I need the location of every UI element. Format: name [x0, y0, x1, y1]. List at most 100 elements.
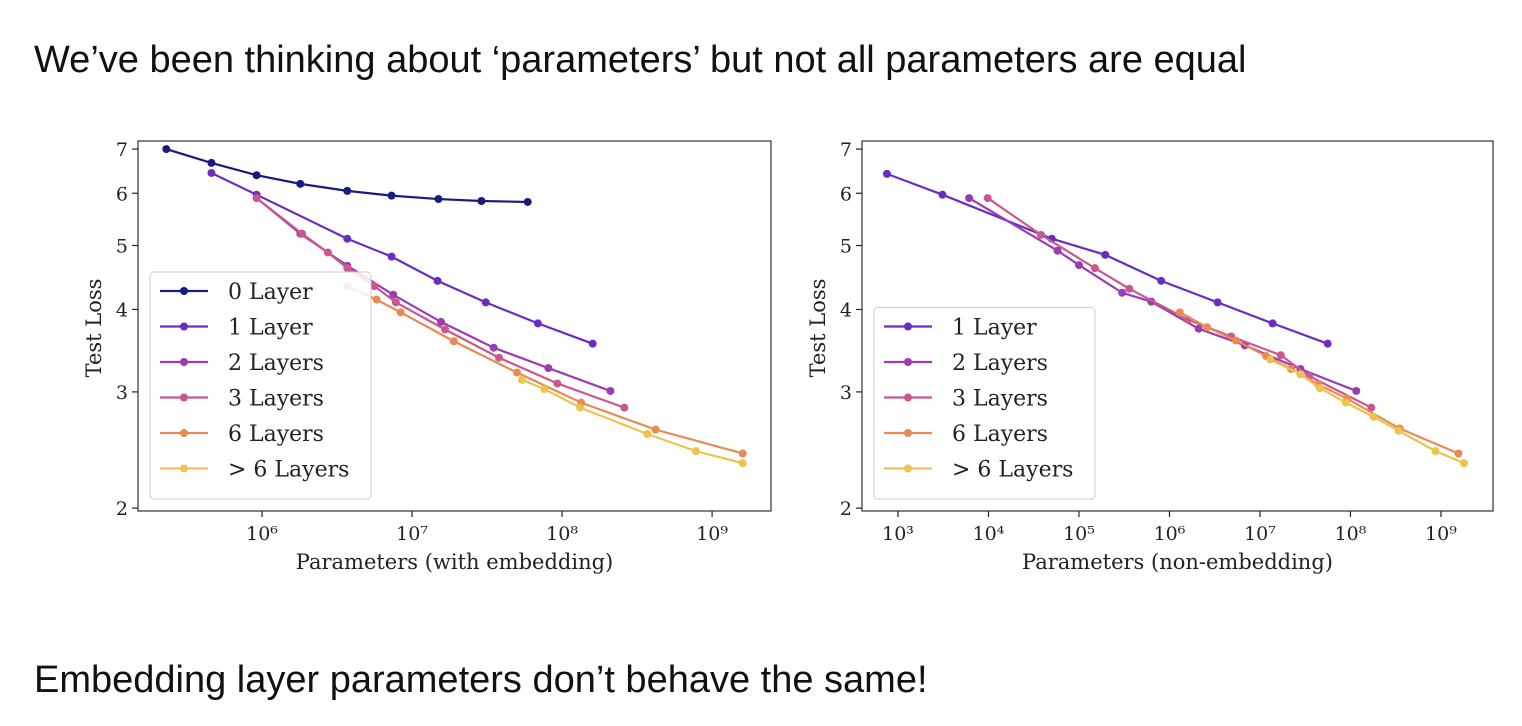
data-point — [1213, 298, 1222, 307]
legend-label: 1 Layer — [228, 316, 313, 341]
data-point — [370, 282, 379, 291]
x-tick-label: 10⁹ — [1425, 523, 1457, 545]
data-point — [523, 197, 532, 206]
data-point — [1454, 449, 1463, 458]
caption: Embedding layer parameters don’t behave … — [34, 659, 928, 701]
data-point — [1460, 459, 1469, 468]
legend-marker — [180, 429, 188, 437]
data-point — [1231, 336, 1240, 345]
data-point — [343, 234, 352, 243]
legend-marker — [180, 358, 188, 366]
plot-frame — [861, 140, 1494, 512]
data-point — [938, 190, 947, 199]
data-point — [343, 264, 352, 273]
data-point — [643, 430, 652, 439]
legend-marker — [180, 393, 188, 402]
data-point — [1036, 230, 1045, 239]
legend-marker — [180, 322, 188, 331]
data-point — [1266, 355, 1275, 364]
data-point — [372, 295, 381, 304]
y-tick-label: 6 — [116, 183, 128, 205]
data-point — [1352, 386, 1361, 395]
data-point — [512, 368, 521, 377]
x-tick-label: 10⁹ — [696, 523, 728, 545]
legend-label: 3 Layers — [228, 387, 324, 412]
data-point — [1194, 324, 1203, 333]
data-point — [1074, 261, 1083, 270]
y-tick-label: 2 — [840, 498, 852, 520]
y-tick-label: 2 — [116, 498, 128, 520]
data-point — [396, 308, 405, 317]
data-point — [606, 386, 615, 395]
series-line — [255, 197, 625, 409]
data-point — [544, 364, 553, 373]
data-point — [553, 379, 562, 388]
data-point — [477, 197, 486, 206]
x-tick-label: 10⁶ — [1154, 523, 1186, 545]
data-point — [449, 337, 458, 346]
data-point — [298, 229, 307, 238]
data-point — [738, 449, 747, 458]
x-tick-label: 10³ — [882, 523, 914, 545]
data-point — [738, 459, 747, 468]
legend-label: 6 Layers — [952, 422, 1048, 447]
data-point — [1323, 339, 1332, 348]
legend-box — [873, 307, 1096, 500]
data-point — [387, 252, 396, 261]
plot-frame — [137, 140, 772, 512]
legend-box — [149, 271, 372, 500]
x-tick-label: 10⁸ — [546, 523, 578, 545]
series-line — [346, 285, 744, 455]
y-axis-label: Test Loss — [82, 279, 106, 378]
y-tick-label: 7 — [116, 139, 128, 161]
data-point — [441, 325, 450, 334]
data-point — [1394, 426, 1403, 435]
data-point — [651, 425, 660, 434]
legend-label: 3 Layers — [952, 387, 1048, 412]
series-line — [210, 171, 594, 345]
legend-label: 1 Layer — [952, 316, 1037, 341]
heading: We’ve been thinking about ‘parameters’ b… — [34, 39, 1247, 81]
x-axis-label: Parameters (non-embedding) — [1022, 550, 1333, 574]
y-tick-label: 7 — [840, 139, 852, 161]
y-tick-label: 5 — [840, 236, 852, 258]
data-point — [391, 298, 400, 307]
data-point — [1268, 319, 1277, 328]
data-point — [252, 171, 261, 180]
legend-label: 2 Layers — [228, 351, 324, 376]
y-tick-label: 3 — [840, 382, 852, 404]
x-tick-label: 10⁸ — [1335, 523, 1367, 545]
x-tick-label: 10⁶ — [246, 523, 278, 545]
data-point — [252, 194, 261, 203]
data-point — [1101, 250, 1110, 259]
data-point — [1125, 284, 1134, 293]
y-tick-label: 6 — [840, 183, 852, 205]
series-line — [521, 378, 743, 465]
data-point — [207, 158, 216, 167]
data-point — [533, 319, 542, 328]
data-point — [576, 403, 585, 412]
data-point — [882, 169, 891, 178]
y-tick-label: 4 — [116, 299, 128, 321]
data-point — [1175, 308, 1184, 317]
data-point — [1090, 264, 1099, 273]
chart: 2 3 4 5 6 7 10³ 10⁴ 10⁵ 10⁶ 10⁷ 10⁸ 10⁹ Parameters (n… — [806, 139, 1494, 574]
data-point — [495, 353, 504, 362]
data-point — [207, 168, 216, 177]
data-point — [620, 403, 629, 412]
data-point — [1157, 276, 1166, 285]
x-tick-label: 10⁴ — [973, 523, 1005, 545]
x-axis-label: Parameters (with embedding) — [296, 550, 613, 574]
chart: 2 3 4 5 6 7 10⁶ 10⁷ 10⁸ 10⁹ Parameters (with embed… — [82, 139, 772, 574]
data-point — [540, 385, 549, 394]
y-tick-label: 3 — [116, 382, 128, 404]
data-point — [965, 194, 974, 203]
legend-marker — [904, 322, 912, 331]
y-axis-label: Test Loss — [806, 279, 830, 378]
data-point — [437, 317, 446, 326]
data-point — [588, 339, 597, 348]
data-point — [1431, 447, 1440, 456]
legend-marker — [180, 464, 188, 473]
legend-marker — [904, 358, 912, 366]
